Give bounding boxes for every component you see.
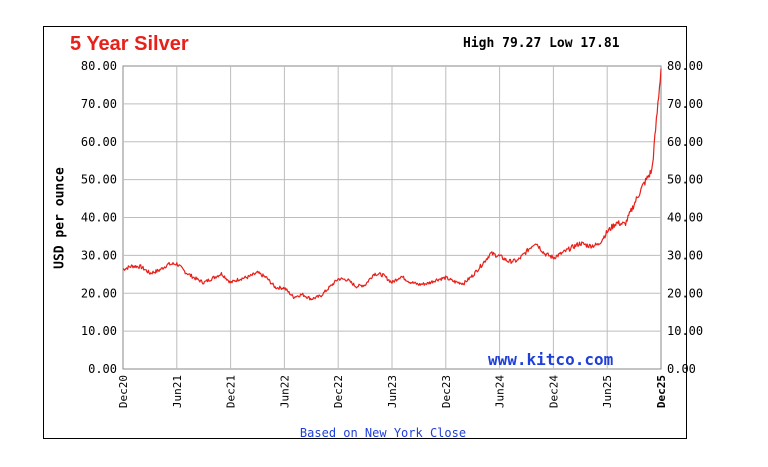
high-low-readout: High 79.27 Low 17.81 [463,36,620,51]
y-tick-label-left: 0.00 [88,362,117,376]
y-tick-label-left: 50.00 [81,173,117,187]
y-tick-label-right: 80.00 [667,59,703,73]
x-tick-label: Jun25 [601,375,614,408]
y-tick-label-right: 50.00 [667,173,703,187]
x-tick-label: Jun24 [494,375,507,408]
y-tick-label-left: 40.00 [81,211,117,225]
y-tick-label-right: 10.00 [667,324,703,338]
y-tick-label-left: 60.00 [81,135,117,149]
y-tick-label-right: 20.00 [667,286,703,300]
y-tick-label-left: 70.00 [81,97,117,111]
x-tick-label: Dec25 [655,375,668,408]
y-tick-label-right: 30.00 [667,248,703,262]
kitco-link[interactable]: www.kitco.com [488,350,614,369]
y-axis-label: USD per ounce [52,167,68,269]
x-tick-label: Dec20 [117,375,130,408]
y-tick-label-left: 80.00 [81,59,117,73]
x-tick-label: Jun21 [171,375,184,408]
x-tick-label: Jun22 [278,375,291,408]
x-tick-label: Dec21 [225,375,238,408]
x-tick-label: Dec24 [547,375,560,408]
y-tick-label-right: 60.00 [667,135,703,149]
y-tick-label-left: 10.00 [81,324,117,338]
x-tick-label: Dec23 [440,375,453,408]
x-tick-label: Dec22 [332,375,345,408]
y-tick-label-right: 0.00 [667,362,696,376]
x-tick-label: Jun23 [386,375,399,408]
silver-price-line [122,68,662,301]
y-tick-label-left: 30.00 [81,248,117,262]
y-tick-label-left: 20.00 [81,286,117,300]
footnote-link[interactable]: Based on New York Close [299,426,467,440]
y-tick-label-right: 70.00 [667,97,703,111]
y-tick-label-right: 40.00 [667,211,703,225]
chart-title: 5 Year Silver [70,33,189,55]
